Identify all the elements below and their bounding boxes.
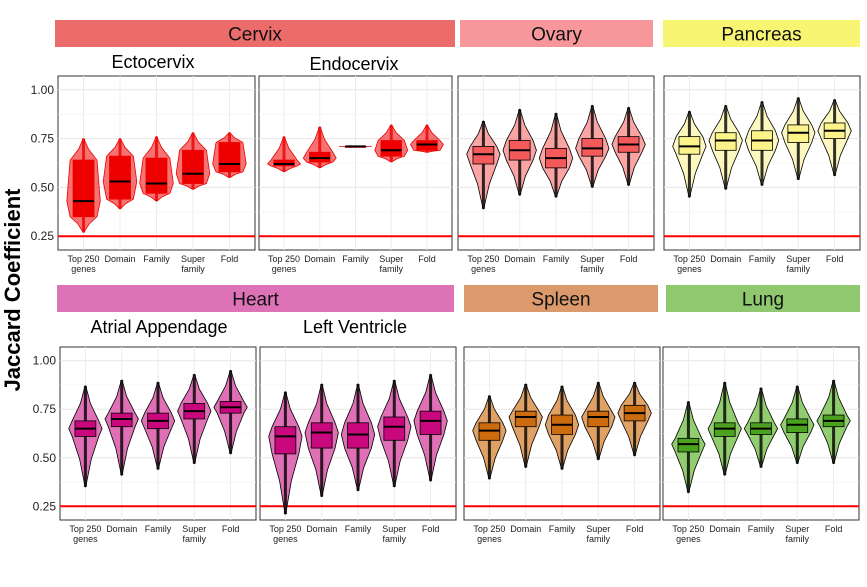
panel-ectocervix: Top 250 genes Domain Family Super family Fold 0… (31, 52, 256, 274)
strip-pancreas (663, 20, 860, 47)
category-label-fold: Fold (825, 524, 843, 534)
y-tick-label: 0.25 (33, 499, 57, 513)
box-top-250-genes (274, 426, 297, 455)
strip-label-heart: Heart (232, 290, 279, 311)
y-tick-label: 0.75 (33, 402, 57, 416)
strip-spleen (464, 285, 658, 312)
category-label-family: Family (345, 524, 372, 534)
box-super-family (380, 140, 402, 157)
category-label-fold: Fold (626, 524, 644, 534)
strip-label-lung: Lung (742, 290, 784, 311)
strip-cervix (55, 20, 455, 47)
subtitle-left-ventricle: Left Ventricle (303, 317, 407, 337)
strip-heart (57, 285, 454, 312)
panel-lung: Top 250 genes Domain Family Super family Fold (662, 346, 860, 544)
category-label-domain: Domain (304, 254, 335, 264)
panel-endocervix: Top 250 genes Domain Family Super family Fold E… (258, 54, 453, 274)
category-label-domain: Domain (504, 254, 535, 264)
category-label-super-family: Super family (182, 524, 206, 544)
box-domain (310, 422, 333, 449)
subtitle-ectocervix: Ectocervix (111, 52, 194, 72)
box-domain (514, 410, 537, 428)
box-fold (218, 142, 241, 173)
category-label-family: Family (143, 254, 170, 264)
category-label-super-family: Super family (382, 524, 406, 544)
category-label-top-250-genes: Top 250 genes (268, 254, 300, 274)
category-label-top-250-genes: Top 250 genes (473, 524, 505, 544)
category-label-fold: Fold (221, 254, 239, 264)
y-axis-title: Jaccard Coefficient (0, 188, 25, 392)
strip-lung (666, 285, 860, 312)
category-label-top-250-genes: Top 250 genes (673, 254, 705, 274)
category-label-fold: Fold (418, 254, 436, 264)
box-super-family (383, 416, 406, 441)
strip-label-ovary: Ovary (531, 25, 582, 46)
category-label-fold: Fold (422, 524, 440, 534)
category-label-super-family: Super family (379, 254, 403, 274)
y-tick-label: 0.25 (31, 229, 55, 243)
category-label-super-family: Super family (181, 254, 205, 274)
y-tick-label: 0.50 (33, 451, 57, 465)
category-label-family: Family (549, 524, 576, 534)
box-super-family (182, 149, 204, 184)
category-label-domain: Domain (306, 524, 337, 534)
category-label-domain: Domain (105, 254, 136, 264)
strip-label-cervix: Cervix (228, 25, 282, 46)
strip-label-spleen: Spleen (531, 290, 590, 311)
box-domain (109, 155, 131, 200)
box-family (145, 157, 168, 194)
category-label-domain: Domain (709, 524, 740, 534)
category-label-top-250-genes: Top 250 genes (69, 524, 101, 544)
panel-spleen: Top 250 genes Domain Family Super family Fold (463, 346, 661, 544)
strip-ovary (460, 20, 653, 47)
panel-left-ventricle: Top 250 genes Domain Family Super family Fold L… (259, 317, 457, 544)
category-label-super-family: Super family (586, 524, 610, 544)
subtitle-endocervix: Endocervix (309, 54, 398, 74)
panel-atrial-appendage: Top 250 genes Domain Family Super family Fold 0… (33, 317, 257, 544)
category-label-fold: Fold (620, 254, 638, 264)
category-label-top-250-genes: Top 250 genes (269, 524, 301, 544)
y-tick-label: 0.75 (31, 132, 55, 146)
category-label-top-250-genes: Top 250 genes (467, 254, 499, 274)
strip-label-pancreas: Pancreas (721, 25, 801, 46)
category-label-domain: Domain (106, 524, 137, 534)
subtitle-atrial-appendage: Atrial Appendage (90, 317, 227, 337)
box-top-250-genes (72, 159, 95, 218)
category-label-super-family: Super family (786, 254, 810, 274)
category-label-super-family: Super family (580, 254, 604, 274)
category-label-family: Family (543, 254, 570, 264)
y-tick-label: 1.00 (31, 83, 55, 97)
category-label-domain: Domain (710, 254, 741, 264)
category-label-domain: Domain (510, 524, 541, 534)
category-label-top-250-genes: Top 250 genes (672, 524, 704, 544)
category-label-family: Family (748, 524, 775, 534)
box-super-family (587, 410, 610, 428)
panel-ovary: Top 250 genes Domain Family Super family Fold (457, 75, 655, 274)
category-label-family: Family (342, 254, 369, 264)
category-label-super-family: Super family (785, 524, 809, 544)
category-label-fold: Fold (222, 524, 240, 534)
box-fold (419, 410, 442, 435)
category-label-family: Family (749, 254, 776, 264)
category-label-top-250-genes: Top 250 genes (68, 254, 100, 274)
category-label-family: Family (145, 524, 172, 534)
panel-pancreas: Top 250 genes Domain Family Super family Fold (663, 75, 861, 274)
y-tick-label: 1.00 (33, 354, 57, 368)
category-label-fold: Fold (826, 254, 844, 264)
y-tick-label: 0.50 (31, 180, 55, 194)
